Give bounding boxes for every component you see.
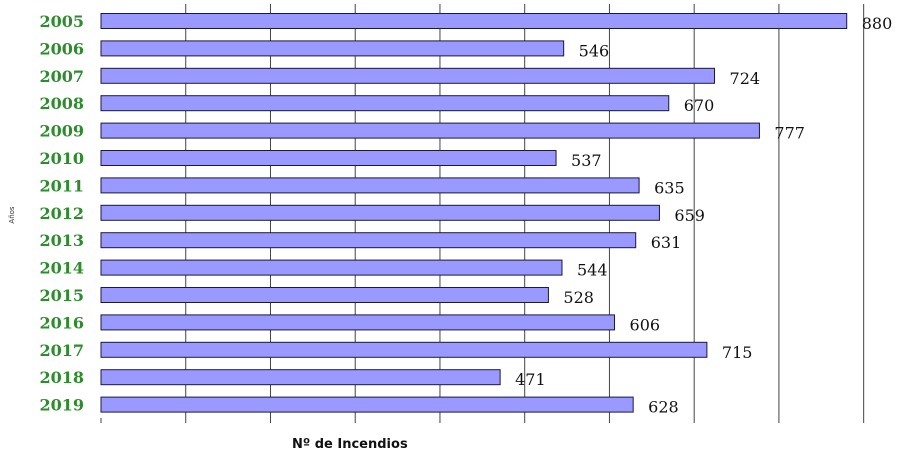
category-label: 2006 xyxy=(39,39,84,58)
bar-2011 xyxy=(100,177,640,194)
bar-2010 xyxy=(100,150,557,166)
category-label: 2011 xyxy=(39,176,84,195)
value-label: 670 xyxy=(684,96,715,115)
value-label: 724 xyxy=(730,69,761,88)
value-label: 528 xyxy=(563,288,594,307)
value-label: 471 xyxy=(515,370,546,389)
category-label: 2017 xyxy=(39,341,84,360)
value-label: 777 xyxy=(774,124,805,143)
value-label: 606 xyxy=(630,315,661,334)
category-label: 2010 xyxy=(39,149,84,168)
category-label: 2019 xyxy=(39,396,84,415)
bars xyxy=(100,13,848,413)
bar-2015 xyxy=(100,287,549,303)
value-label: 628 xyxy=(648,398,679,417)
bar-2013 xyxy=(100,232,637,249)
bar-2008 xyxy=(100,95,670,112)
category-label: 2013 xyxy=(39,231,84,250)
bar-2017 xyxy=(100,341,708,358)
category-label: 2005 xyxy=(39,12,84,31)
bar-2019 xyxy=(100,396,634,413)
value-label: 635 xyxy=(654,178,685,197)
value-label: 880 xyxy=(862,14,893,33)
bar-2012 xyxy=(100,204,660,221)
labels: 2005 880 2006 546 2007 724 2008 670 2009 777 2010 5… xyxy=(39,12,892,417)
bar-2006 xyxy=(100,40,565,57)
value-label: 537 xyxy=(571,151,602,170)
bar-2014 xyxy=(100,259,563,276)
category-label: 2015 xyxy=(39,286,84,305)
bar-2007 xyxy=(100,67,716,84)
value-label: 546 xyxy=(579,41,610,60)
bar-2016 xyxy=(100,314,616,331)
category-label: 2014 xyxy=(39,259,84,278)
value-label: 544 xyxy=(577,261,608,280)
category-label: 2009 xyxy=(39,122,84,141)
value-label: 631 xyxy=(651,233,682,252)
x-axis-title: Nº de Incendios xyxy=(292,437,408,452)
value-label: 715 xyxy=(722,343,753,362)
category-label: 2008 xyxy=(39,94,84,113)
bar-2018 xyxy=(100,369,501,386)
category-label: 2018 xyxy=(39,368,84,387)
bar-2005 xyxy=(100,13,848,29)
category-label: 2012 xyxy=(39,204,84,223)
value-label: 659 xyxy=(674,206,705,225)
bar-2009 xyxy=(100,122,760,139)
y-axis-title: Años xyxy=(8,206,16,224)
category-label: 2007 xyxy=(39,67,84,86)
category-label: 2016 xyxy=(39,313,84,332)
